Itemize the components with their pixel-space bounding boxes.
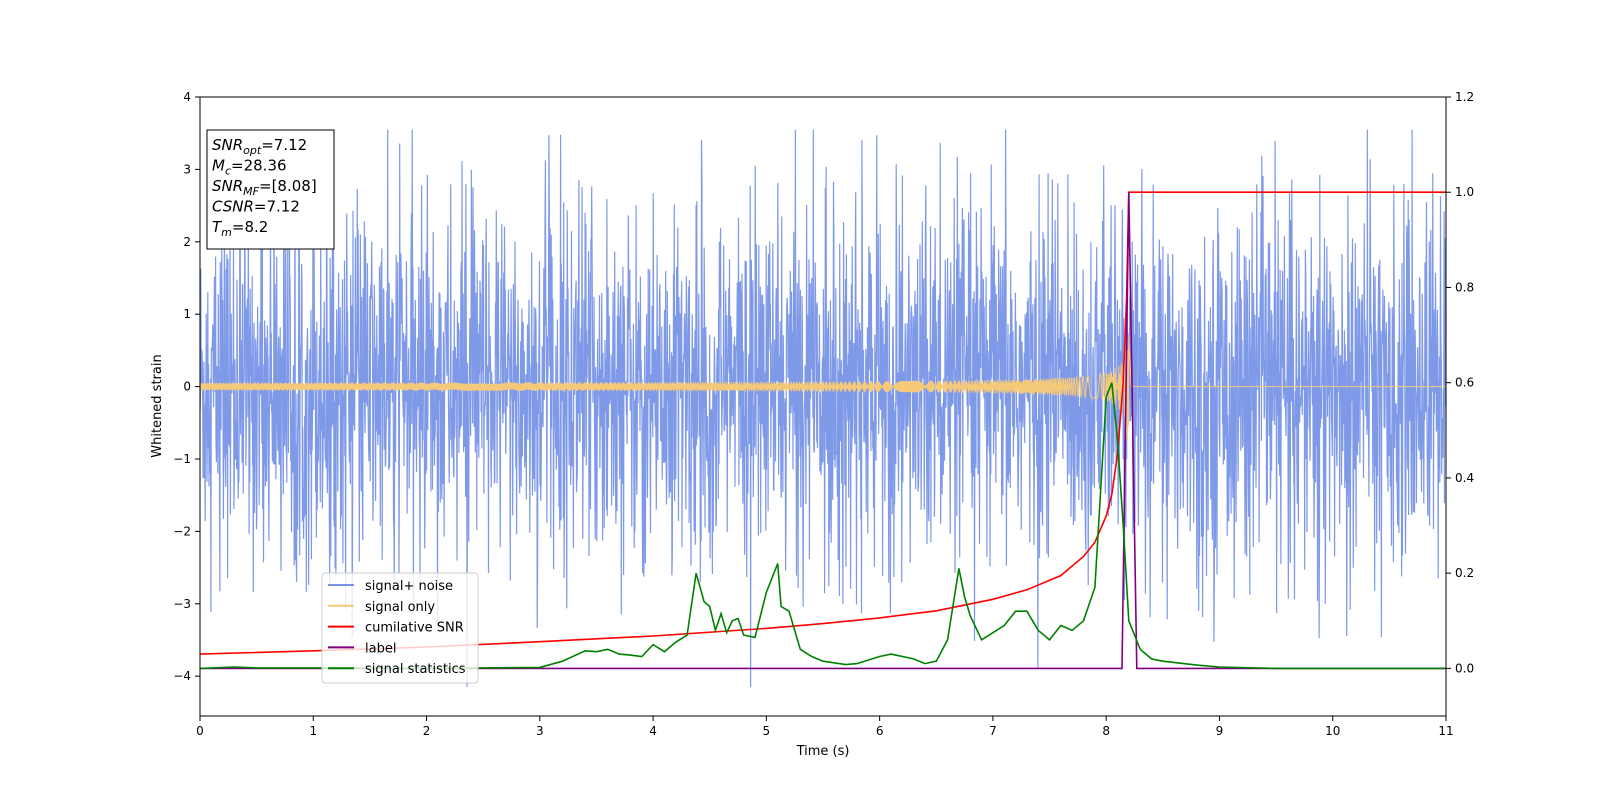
x-tick-label: 10 [1325, 724, 1340, 738]
left-y-tick-label: 0 [183, 380, 191, 394]
left-y-tick-label: 3 [183, 162, 191, 176]
annotation-line: SNRopt=7.12 [212, 136, 307, 157]
left-y-tick-label: −2 [173, 524, 191, 538]
plot-frame [199, 96, 1447, 717]
series-signal-noise-line [200, 129, 1446, 688]
x-tick-label: 7 [989, 724, 997, 738]
left-y-tick-label: 4 [183, 90, 191, 104]
series-layer [200, 129, 1446, 688]
series-cumilative-snr-line [200, 191, 1446, 655]
right-y-axis: 1.2 1.0 0.8 0.6 0.4 0.2 0.0 [1446, 90, 1474, 675]
y-axis-label: Whitened strain [150, 354, 165, 457]
right-y-tick-label: 0.8 [1455, 280, 1474, 294]
x-tick-label: 1 [309, 724, 317, 738]
left-y-axis: 4 3 2 1 0 −1 −2 −3 −4 [173, 90, 200, 683]
x-tick-label: 8 [1102, 724, 1110, 738]
info-annotation-box: SNRopt=7.12Mc=28.36SNRMF=[8.08]CSNR=7.12… [206, 129, 335, 250]
right-y-tick-label: 1.0 [1455, 185, 1474, 199]
legend-label: signal+ noise [365, 579, 453, 594]
left-y-tick-label: −3 [173, 597, 191, 611]
x-axis: 0 1 2 3 4 5 6 7 8 9 10 11 [196, 716, 1454, 738]
left-y-tick-label: 1 [183, 307, 191, 321]
legend-label: label [365, 641, 396, 656]
right-y-tick-label: 1.2 [1455, 90, 1474, 104]
annotation-line: SNRMF=[8.08] [212, 177, 317, 198]
left-y-tick-label: 2 [183, 235, 191, 249]
x-tick-label: 5 [763, 724, 771, 738]
x-tick-label: 6 [876, 724, 884, 738]
annotation-line: Tm=8.2 [212, 218, 268, 239]
right-y-tick-label: 0.6 [1455, 376, 1474, 390]
series-signal-only-line [200, 334, 1446, 441]
x-tick-label: 3 [536, 724, 544, 738]
series-signal-statistics-line [200, 382, 1446, 670]
legend-frame [321, 572, 479, 684]
annotation-line: CSNR=7.12 [212, 198, 300, 216]
legend-label: cumilative SNR [365, 621, 464, 636]
x-tick-label: 9 [1216, 724, 1224, 738]
x-tick-label: 11 [1438, 724, 1453, 738]
series-label-line [200, 192, 1446, 670]
x-tick-label: 0 [196, 724, 204, 738]
legend: signal+ noise signal only cumilative SNR la… [321, 572, 479, 684]
left-y-tick-label: −1 [173, 452, 191, 466]
legend-label: signal only [365, 600, 435, 615]
x-tick-label: 2 [423, 724, 431, 738]
x-axis-label: Time (s) [796, 744, 850, 759]
x-tick-label: 4 [649, 724, 657, 738]
annotation-line: Mc=28.36 [212, 157, 287, 178]
legend-label: signal statistics [365, 662, 466, 677]
right-y-tick-label: 0.2 [1455, 566, 1474, 580]
left-y-tick-label: −4 [173, 669, 191, 683]
right-y-tick-label: 0.0 [1455, 661, 1474, 675]
right-y-tick-label: 0.4 [1455, 471, 1474, 485]
annotation-box-frame [206, 129, 335, 250]
